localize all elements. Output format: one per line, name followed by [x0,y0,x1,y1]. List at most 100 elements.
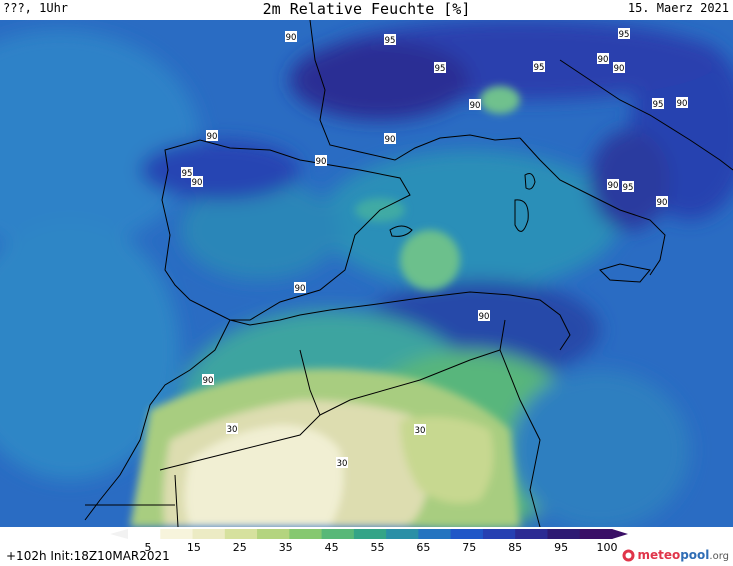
isohume-label-box [226,423,238,434]
humidity-field [0,20,733,527]
isohume-label-box [622,181,634,192]
isohume-label-box [414,424,426,435]
colorbar-cell [257,529,290,539]
isohume-label-box [285,31,297,42]
colorbar-tick-label: 5 [145,541,152,554]
forecast-date: 15. Maerz 2021 [627,1,729,15]
isohume-label: 95 [434,62,446,74]
colorbar-cell [450,529,484,539]
isohume-label-text: 90 [470,101,481,111]
isohume-label: 95 [622,181,634,193]
isohume-label: 30 [226,423,238,435]
colorbar-cell [321,529,355,539]
isohume-label-box [181,167,193,178]
isohume-label-box [191,176,203,187]
isohume-label: 90 [384,133,396,145]
isohume-label-text: 90 [295,284,306,294]
map-footer: 5 15 25 35 45 55 65 75 85 95 100 +102h Init:18Z10M… [0,527,733,566]
isohume-label-box [384,34,396,45]
isohume-label-text: 90 [608,181,619,191]
isohume-label-box [652,98,664,109]
colorbar-cell [353,529,387,539]
isohume-label-text: 90 [385,135,396,145]
isohume-label: 95 [618,28,630,40]
isohume-label-text: 95 [653,100,664,110]
isohume-label: 90 [285,31,297,43]
isohume-label-text: 90 [677,99,688,109]
isohume-label-box [607,179,619,190]
isohume-label-text: 30 [337,459,348,469]
isohume-label-text: 90 [479,312,490,322]
colorbar-tick-label: 75 [462,541,476,554]
colorbar-cell [579,529,613,539]
isohume-label-text: 90 [598,55,609,65]
isohume-label-box [336,457,348,468]
isohume-label-text: 90 [207,132,218,142]
isohume-label-text: 95 [435,64,446,74]
isohume-label-text: 95 [623,183,634,193]
colorbar-tick-label: 45 [325,541,339,554]
isohume-label: 95 [384,34,396,46]
isohume-label-text: 90 [203,376,214,386]
colorbar-cell [192,529,226,539]
isohume-label: 90 [597,53,609,65]
isohume-label: 90 [315,155,327,167]
colorbar-low-arrow [110,529,128,539]
colorbar-cell [547,529,581,539]
isohume-label-box [478,310,490,321]
isohume-label-box [676,97,688,108]
meteopool-logo[interactable]: meteopool.org [622,547,729,563]
colorbar-tick-label: 55 [371,541,385,554]
colorbar-cell [289,529,323,539]
isohume-label-box [202,374,214,385]
colorbar-high-arrow [612,529,628,539]
isohume-label-text: 90 [614,64,625,74]
isohume-label-text: 30 [415,426,426,436]
colorbar-cell [515,529,548,539]
isohume-label: 90 [202,374,214,386]
isohume-label-box [597,53,609,64]
map-title: 2m Relative Feuchte [%] [262,0,471,18]
isohume-label: 90 [656,196,668,208]
meteopool-logo-text: meteopool.org [637,548,729,562]
isohume-label: 90 [191,176,203,188]
colorbar-tick-label: 100 [597,541,618,554]
isohume-label: 90 [676,97,688,109]
isohume-label: 90 [206,130,218,142]
isohume-label-text: 30 [227,425,238,435]
forecast-init-text: +102h Init:18Z10MAR2021 [6,549,170,563]
isohume-label: 90 [294,282,306,294]
colorbar-tick-label: 25 [233,541,247,554]
isohume-label: 90 [607,179,619,191]
colorbar-cell [160,529,194,539]
isohume-label-box [315,155,327,166]
isohume-label: 90 [478,310,490,322]
colorbar-cell [386,529,419,539]
isohume-label-box [206,130,218,141]
isohume-label-text: 90 [286,33,297,43]
forecast-day-label: ???, 1Uhr [3,1,69,15]
isohume-label-box [384,133,396,144]
isohume-label-text: 90 [316,157,327,167]
colorbar-cell [128,529,161,539]
colorbar-tick-label: 15 [187,541,201,554]
colorbar-tick-label: 65 [416,541,430,554]
isohume-label: 95 [533,61,545,73]
coastlines-and-borders [84,20,733,527]
isohume-label-box [434,62,446,73]
colorbar-tick-label: 85 [508,541,522,554]
isohume-label: 30 [336,457,348,469]
isohume-label-text: 95 [182,169,193,179]
isohume-label-box [613,62,625,73]
isohume-label-text: 95 [385,36,396,46]
isohume-label: 95 [652,98,664,110]
isohume-label: 90 [613,62,625,74]
meteopool-logo-icon [622,549,635,561]
humidity-colorbar: 5 15 25 35 45 55 65 75 85 95 100 [110,529,628,554]
colorbar-tick-label: 95 [554,541,568,554]
isohume-label-box [533,61,545,72]
isohume-label: 90 [469,99,481,111]
isohume-label-text: 90 [192,178,203,188]
isohume-label-box [656,196,668,207]
